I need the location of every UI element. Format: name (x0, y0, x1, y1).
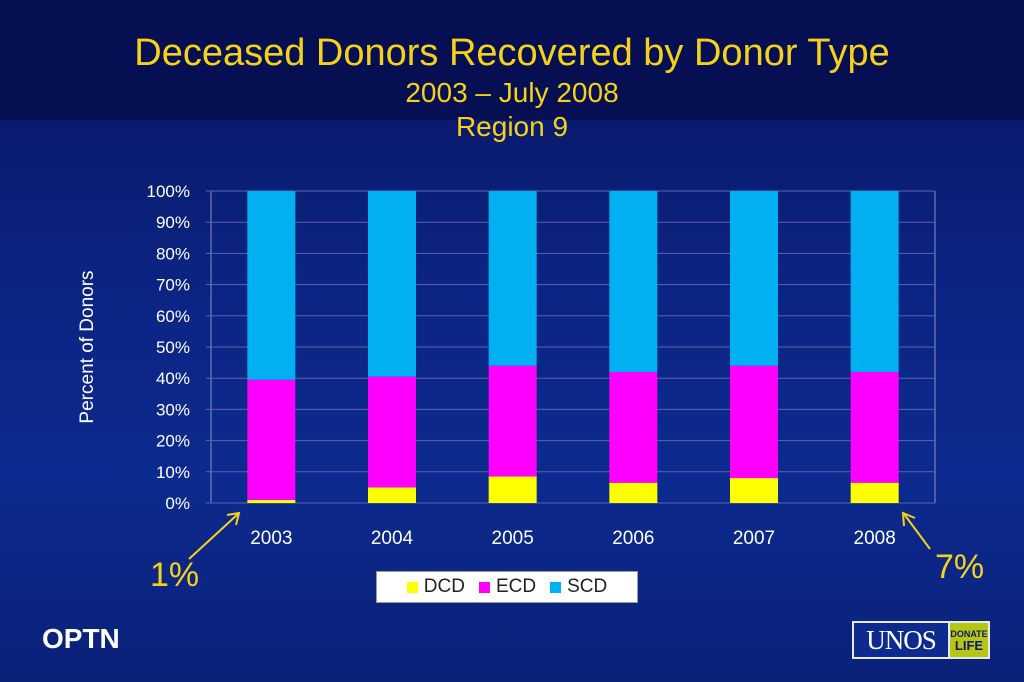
chart-subtitle-dates: 2003 – July 2008 (405, 77, 619, 108)
y-tick-label: 70% (156, 276, 190, 295)
bar-ecd-2006 (609, 371, 658, 483)
bar-scd-2008 (850, 191, 899, 372)
bar-scd-2007 (730, 191, 778, 366)
x-tick-label: 2005 (492, 528, 534, 549)
y-tick-label: 40% (156, 369, 190, 388)
chart-subtitle-region: Region 9 (455, 111, 569, 142)
callout-arrow-left (188, 513, 239, 560)
y-tick-label: 20% (156, 432, 190, 451)
callout-arrowhead-left (226, 511, 241, 526)
chart-title: Deceased Donors Recovered by Donor Type (134, 32, 890, 74)
title-block: Deceased Donors Recovered by Donor Type … (0, 30, 1024, 144)
legend-label-ecd: ECD (495, 576, 537, 597)
x-tick-label: 2006 (612, 528, 654, 549)
y-tick-label: 50% (156, 338, 190, 357)
callout-left-label: 1% (150, 556, 200, 594)
unos-donate-life-logo: UNOS DONATE LIFE (852, 621, 990, 659)
optn-label: OPTN (42, 623, 120, 654)
donate-life-bottom: LIFE (954, 637, 984, 653)
legend-label-scd: SCD (567, 576, 608, 597)
bar-dcd-2003 (247, 499, 296, 503)
bars (247, 191, 899, 503)
bar-ecd-2004 (368, 376, 416, 488)
donate-life-badge: DONATE LIFE (948, 623, 988, 657)
bar-dcd-2008 (850, 482, 899, 503)
y-tick-label: 0% (165, 494, 190, 513)
callout-arrowhead-right (901, 511, 916, 527)
callout-arrow-right (903, 513, 931, 550)
title-band (0, 0, 1024, 120)
legend-label-dcd: DCD (423, 576, 465, 597)
x-tick-label: 2003 (250, 528, 292, 549)
x-tick-label: 2004 (371, 528, 414, 549)
bar-ecd-2003 (247, 379, 296, 500)
x-tick-label: 2007 (733, 528, 775, 549)
x-tick-labels: 2003 2004 2005 2006 2007 2008 (250, 528, 896, 549)
bar-dcd-2005 (488, 476, 537, 503)
y-tick-labels: 0% 10% 20% 30% 40% 50% 60% 70% 80% 90% 100% (147, 182, 190, 513)
y-tick-label: 90% (156, 213, 190, 232)
y-tick-label: 60% (156, 307, 190, 326)
x-tick-label: 2008 (854, 528, 896, 549)
bar-dcd-2006 (609, 482, 658, 503)
bar-scd-2003 (247, 191, 296, 380)
bar-dcd-2007 (730, 478, 778, 503)
legend-item-scd: SCD (550, 576, 607, 598)
y-tick-label: 30% (156, 400, 190, 419)
donate-life-top: DONATE (950, 628, 988, 639)
bar-scd-2005 (488, 191, 537, 366)
bar-ecd-2007 (730, 365, 778, 479)
y-tick-label: 10% (156, 463, 190, 482)
legend-item-dcd: DCD (406, 576, 465, 598)
bar-scd-2006 (609, 191, 658, 372)
legend-swatch-scd (550, 581, 562, 593)
legend-swatch-dcd (406, 581, 418, 593)
bar-ecd-2005 (488, 365, 537, 477)
callout-right-label: 7% (935, 548, 985, 586)
gridlines (206, 190, 936, 504)
legend-swatch-ecd (478, 581, 490, 593)
y-tick-label: 100% (147, 182, 190, 201)
legend: DCD ECD SCD (376, 571, 638, 603)
bar-dcd-2004 (368, 487, 416, 503)
bar-ecd-2008 (850, 371, 899, 483)
unos-logo-text: UNOS (866, 624, 937, 655)
legend-item-ecd: ECD (478, 576, 537, 598)
y-tick-label: 80% (156, 244, 190, 263)
bar-scd-2004 (368, 191, 416, 377)
